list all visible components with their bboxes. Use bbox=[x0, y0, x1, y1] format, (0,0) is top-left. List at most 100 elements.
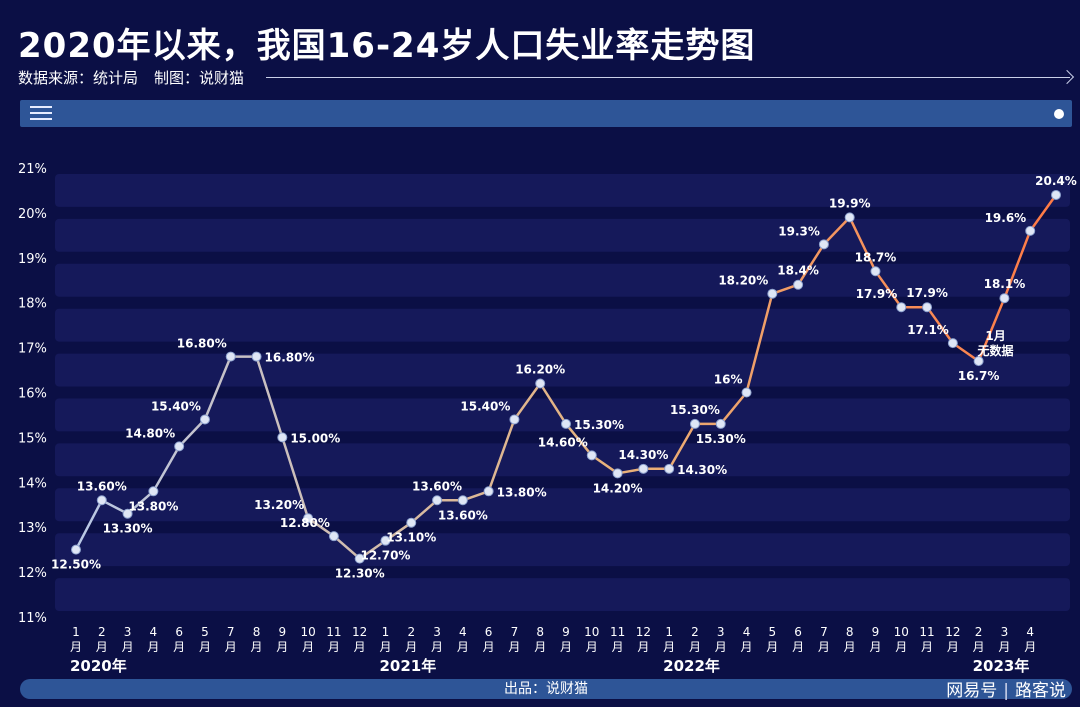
x-tick-unit: 月 bbox=[251, 640, 263, 654]
data-label: 20.4% bbox=[1035, 174, 1077, 188]
x-tick-unit: 月 bbox=[844, 640, 856, 654]
dot-icon[interactable] bbox=[1054, 109, 1064, 119]
data-point bbox=[767, 288, 778, 299]
y-tick-label: 15% bbox=[18, 431, 47, 446]
x-tick-label: 5 bbox=[768, 625, 776, 639]
data-label: 13.80% bbox=[128, 499, 178, 513]
data-label: 12.50% bbox=[51, 558, 101, 572]
x-tick-label: 9 bbox=[278, 625, 286, 639]
subtitle-row: 数据来源：统计局 制图：说财猫 bbox=[18, 66, 1075, 88]
x-tick-label: 2 bbox=[975, 625, 983, 639]
data-point bbox=[947, 338, 958, 349]
watermark-author: 路客说 bbox=[1015, 681, 1066, 701]
x-tick-label: 1 bbox=[72, 625, 80, 639]
data-label: 18.4% bbox=[777, 264, 819, 278]
data-label: 14.30% bbox=[677, 463, 727, 477]
x-tick-unit: 月 bbox=[973, 640, 985, 654]
data-point bbox=[457, 495, 468, 506]
grid-band bbox=[55, 533, 1070, 567]
footer-text: 出品：说财猫 bbox=[504, 681, 588, 697]
data-point bbox=[586, 450, 597, 461]
data-label: 13.30% bbox=[103, 522, 153, 536]
data-label: 12.70% bbox=[360, 549, 410, 563]
year-label: 2021年 bbox=[379, 657, 436, 675]
data-label: 15.40% bbox=[460, 399, 510, 413]
x-tick-unit: 月 bbox=[328, 640, 340, 654]
x-tick-label: 3 bbox=[1001, 625, 1009, 639]
data-label: 16.7% bbox=[958, 369, 1000, 383]
menu-icon[interactable] bbox=[30, 106, 52, 120]
data-label: 15.30% bbox=[696, 432, 746, 446]
x-tick-label: 6 bbox=[794, 625, 802, 639]
data-point bbox=[561, 418, 571, 429]
x-tick-unit: 月 bbox=[276, 640, 288, 654]
x-tick-label: 8 bbox=[253, 625, 261, 639]
x-tick-label: 11 bbox=[919, 625, 934, 639]
chart-toolbar bbox=[20, 100, 1072, 127]
grid-band bbox=[55, 578, 1070, 611]
x-tick-label: 1 bbox=[665, 625, 673, 639]
data-point bbox=[612, 468, 623, 479]
data-label: 18.20% bbox=[718, 274, 768, 288]
x-tick-unit: 月 bbox=[663, 640, 675, 654]
annotation-text: 无数据 bbox=[977, 343, 1014, 358]
x-tick-label: 12 bbox=[636, 625, 651, 639]
grid-band bbox=[55, 263, 1070, 297]
data-point bbox=[406, 517, 417, 528]
x-tick-label: 9 bbox=[872, 625, 880, 639]
data-point bbox=[844, 212, 855, 223]
y-tick-label: 19% bbox=[18, 252, 47, 267]
data-point bbox=[251, 351, 262, 362]
x-tick-unit: 月 bbox=[173, 640, 185, 654]
data-point bbox=[793, 279, 804, 290]
data-point bbox=[1051, 189, 1061, 200]
data-label: 18.1% bbox=[984, 277, 1026, 291]
x-tick-unit: 月 bbox=[147, 640, 159, 654]
data-label: 14.30% bbox=[618, 448, 668, 462]
data-point bbox=[818, 239, 829, 250]
grid-band bbox=[55, 353, 1070, 387]
x-tick-label: 4 bbox=[459, 625, 467, 639]
y-tick-label: 11% bbox=[18, 611, 47, 626]
y-tick-label: 12% bbox=[18, 566, 47, 581]
data-point bbox=[638, 463, 649, 474]
data-point bbox=[483, 486, 494, 497]
data-label: 16% bbox=[714, 373, 743, 387]
x-tick-label: 4 bbox=[743, 625, 751, 639]
x-tick-label: 4 bbox=[150, 625, 158, 639]
x-tick-unit: 月 bbox=[637, 640, 649, 654]
data-point bbox=[96, 495, 107, 506]
y-tick-label: 21% bbox=[18, 162, 47, 177]
year-label: 2023年 bbox=[973, 657, 1030, 675]
y-tick-label: 17% bbox=[18, 342, 47, 357]
data-point bbox=[122, 508, 133, 519]
x-tick-unit: 月 bbox=[895, 640, 907, 654]
data-point bbox=[71, 544, 81, 555]
data-label: 12.80% bbox=[280, 516, 330, 530]
x-tick-unit: 月 bbox=[431, 640, 443, 654]
data-point bbox=[509, 414, 520, 425]
grid-band bbox=[55, 488, 1070, 522]
y-tick-label: 20% bbox=[18, 207, 47, 222]
grid-band bbox=[55, 218, 1070, 252]
x-tick-unit: 月 bbox=[199, 640, 211, 654]
x-tick-label: 6 bbox=[175, 625, 183, 639]
unemployment-line-chart: 11% 12% 13% 14% 15% 16% 17% 18% 19% 20% 21% 12.50% 1… bbox=[18, 162, 1077, 675]
data-label: 13.20% bbox=[254, 498, 304, 512]
x-tick-unit: 月 bbox=[534, 640, 546, 654]
x-tick-label: 8 bbox=[846, 625, 854, 639]
x-tick-label: 10 bbox=[584, 625, 599, 639]
x-tick-unit: 月 bbox=[302, 640, 314, 654]
y-tick-label: 18% bbox=[18, 297, 47, 312]
data-point bbox=[664, 463, 675, 474]
x-tick-unit: 月 bbox=[869, 640, 881, 654]
data-point bbox=[148, 486, 159, 497]
x-tick-unit: 月 bbox=[792, 640, 804, 654]
x-tick-label: 2 bbox=[98, 625, 106, 639]
x-tick-label: 1 bbox=[382, 625, 390, 639]
data-point bbox=[354, 553, 365, 564]
data-label: 13.60% bbox=[438, 508, 488, 522]
x-tick-unit: 月 bbox=[586, 640, 598, 654]
x-tick-unit: 月 bbox=[457, 640, 469, 654]
data-label: 13.10% bbox=[386, 531, 436, 545]
